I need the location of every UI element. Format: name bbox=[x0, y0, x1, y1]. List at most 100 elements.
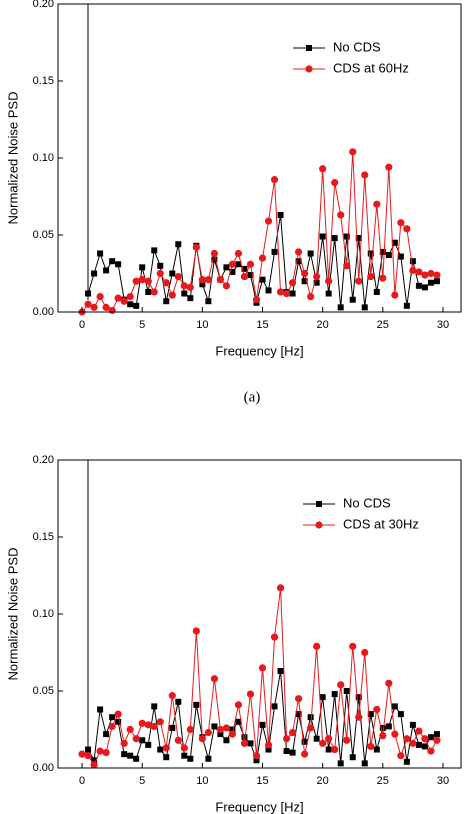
marker bbox=[301, 738, 308, 745]
marker bbox=[175, 698, 182, 705]
marker bbox=[307, 724, 315, 732]
y-tick-label: 0.20 bbox=[33, 454, 54, 466]
x-tick-label: 20 bbox=[317, 319, 329, 331]
marker bbox=[97, 250, 104, 257]
marker bbox=[145, 741, 152, 748]
marker bbox=[343, 736, 351, 744]
marker bbox=[403, 302, 410, 309]
marker bbox=[246, 260, 255, 268]
marker bbox=[151, 703, 158, 710]
marker bbox=[145, 288, 152, 295]
marker bbox=[409, 266, 417, 275]
marker bbox=[415, 268, 423, 276]
marker bbox=[367, 711, 374, 718]
marker bbox=[337, 211, 345, 219]
marker bbox=[115, 261, 122, 268]
marker bbox=[103, 731, 110, 738]
marker bbox=[349, 148, 357, 156]
marker bbox=[289, 749, 296, 756]
marker bbox=[421, 735, 429, 743]
marker bbox=[403, 225, 411, 233]
marker bbox=[103, 267, 110, 274]
marker bbox=[421, 743, 428, 750]
marker bbox=[144, 721, 152, 729]
marker bbox=[162, 279, 170, 287]
marker bbox=[198, 735, 206, 743]
legend-marker bbox=[315, 521, 323, 529]
marker bbox=[391, 703, 398, 710]
x-tick-label: 0 bbox=[79, 319, 85, 331]
marker bbox=[355, 277, 363, 285]
marker bbox=[295, 711, 302, 718]
legend-label: CDS at 30Hz bbox=[343, 516, 419, 531]
marker bbox=[409, 739, 417, 747]
marker bbox=[108, 722, 116, 731]
marker bbox=[205, 755, 212, 762]
x-tick-label: 15 bbox=[256, 319, 268, 331]
marker bbox=[319, 233, 326, 240]
marker bbox=[192, 627, 200, 635]
marker bbox=[211, 723, 218, 730]
marker bbox=[210, 249, 218, 258]
marker bbox=[192, 243, 200, 251]
marker bbox=[307, 250, 314, 257]
marker bbox=[264, 217, 273, 225]
marker bbox=[325, 746, 332, 753]
marker bbox=[186, 283, 194, 291]
marker bbox=[325, 277, 333, 285]
x-axis-label: Frequency [Hz] bbox=[215, 799, 303, 814]
marker bbox=[109, 258, 116, 265]
marker bbox=[331, 235, 338, 242]
marker bbox=[216, 276, 225, 284]
marker bbox=[349, 754, 356, 761]
marker bbox=[198, 276, 206, 284]
marker bbox=[163, 298, 170, 305]
marker bbox=[313, 735, 320, 742]
marker bbox=[96, 747, 104, 755]
x-tick-label: 0 bbox=[79, 775, 85, 787]
marker bbox=[234, 249, 243, 258]
marker bbox=[397, 752, 405, 760]
marker bbox=[433, 278, 440, 285]
marker bbox=[427, 279, 434, 286]
marker bbox=[433, 731, 440, 738]
legend-label: No CDS bbox=[343, 495, 391, 510]
marker bbox=[240, 739, 249, 747]
marker bbox=[427, 734, 434, 741]
marker bbox=[163, 754, 170, 761]
marker bbox=[91, 270, 98, 277]
marker bbox=[109, 714, 116, 721]
marker bbox=[259, 721, 266, 728]
marker bbox=[319, 165, 327, 173]
marker bbox=[84, 752, 92, 760]
marker bbox=[415, 282, 422, 289]
marker bbox=[373, 746, 380, 753]
legend-label: CDS at 60Hz bbox=[333, 60, 409, 75]
marker bbox=[186, 725, 194, 734]
marker bbox=[427, 747, 435, 755]
marker bbox=[343, 233, 350, 240]
marker bbox=[216, 725, 225, 734]
x-tick-label: 5 bbox=[139, 775, 145, 787]
marker bbox=[403, 758, 410, 765]
marker bbox=[409, 258, 416, 265]
marker bbox=[331, 745, 339, 754]
marker bbox=[241, 265, 248, 272]
marker bbox=[391, 239, 398, 246]
marker bbox=[367, 742, 375, 751]
marker bbox=[168, 291, 176, 299]
marker bbox=[91, 757, 98, 764]
marker bbox=[126, 293, 134, 301]
marker bbox=[361, 648, 369, 657]
marker bbox=[181, 752, 188, 759]
marker bbox=[313, 272, 321, 281]
marker bbox=[265, 287, 272, 294]
marker bbox=[102, 303, 110, 311]
marker bbox=[90, 303, 98, 311]
marker bbox=[120, 297, 128, 305]
series-line bbox=[81, 151, 438, 313]
marker bbox=[108, 306, 116, 315]
marker bbox=[187, 755, 194, 762]
marker bbox=[282, 289, 291, 298]
x-tick-label: 25 bbox=[377, 775, 389, 787]
